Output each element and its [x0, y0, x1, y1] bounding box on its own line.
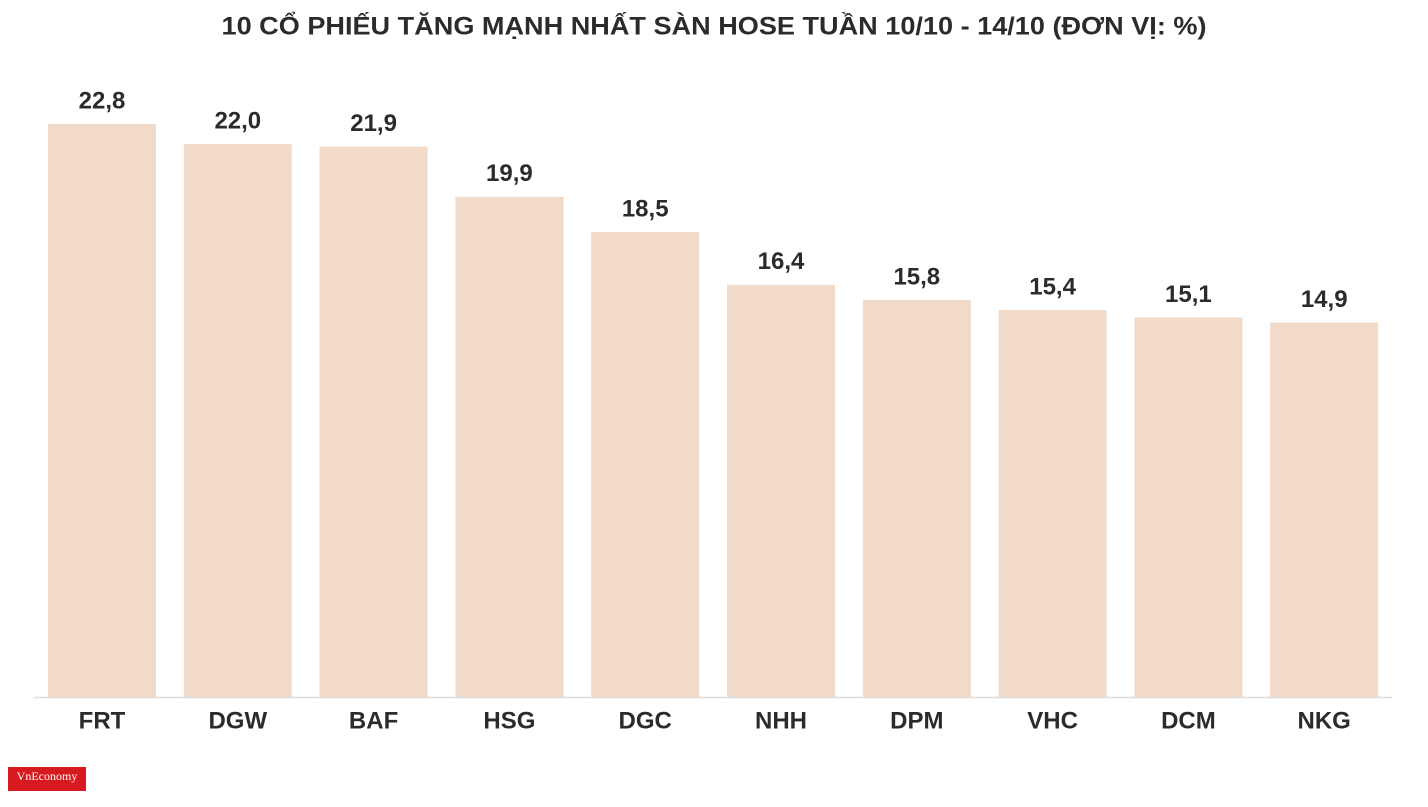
x-tick-label: NKG [1298, 707, 1351, 734]
bar [591, 232, 700, 697]
x-tick-label: VHC [1027, 707, 1078, 734]
value-label: 22,0 [214, 107, 261, 134]
value-label: 15,8 [893, 263, 940, 290]
logo-box [8, 767, 86, 791]
x-tick-label: DGC [619, 707, 672, 734]
x-tick-label: FRT [79, 707, 126, 734]
x-tick-label: BAF [349, 707, 398, 734]
value-label: 16,4 [758, 248, 805, 275]
bar [1134, 317, 1243, 697]
value-label: 22,8 [79, 87, 126, 114]
x-tick-label: DGW [208, 707, 267, 734]
x-tick-label: HSG [483, 707, 535, 734]
bar [727, 284, 835, 697]
logo: VnEconomy [17, 769, 78, 783]
bar [862, 299, 971, 697]
bar [183, 144, 292, 697]
bar [319, 146, 428, 698]
bar [1270, 322, 1379, 697]
value-label: 18,5 [622, 195, 669, 222]
x-tick-label: DPM [890, 707, 943, 734]
bar [455, 196, 564, 697]
bar [998, 309, 1107, 697]
x-tick-label: DCM [1161, 707, 1216, 734]
value-label: 15,1 [1165, 281, 1212, 308]
value-label: 21,9 [350, 110, 397, 137]
value-label: 15,4 [1029, 273, 1076, 300]
bar [48, 124, 156, 697]
value-label: 19,9 [486, 160, 533, 187]
x-tick-label: NHH [755, 707, 807, 734]
value-label: 14,9 [1301, 286, 1348, 313]
chart-title: 10 CỔ PHIẾU TĂNG MẠNH NHẤT SÀN HOSE TUẦN… [222, 11, 1207, 41]
